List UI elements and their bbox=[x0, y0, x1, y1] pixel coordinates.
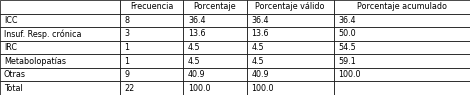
Bar bbox=[183, 0, 247, 14]
Bar bbox=[247, 81, 334, 95]
Text: ICC: ICC bbox=[4, 16, 17, 25]
Text: 13.6: 13.6 bbox=[251, 29, 269, 38]
Bar bbox=[183, 68, 247, 81]
Text: 59.1: 59.1 bbox=[338, 57, 356, 66]
Text: 100.0: 100.0 bbox=[338, 70, 361, 79]
Text: 1: 1 bbox=[125, 43, 130, 52]
Text: 4.5: 4.5 bbox=[188, 43, 201, 52]
Bar bbox=[247, 0, 334, 14]
Text: 4.5: 4.5 bbox=[251, 57, 264, 66]
Bar bbox=[334, 14, 470, 27]
Bar bbox=[183, 81, 247, 95]
Text: 13.6: 13.6 bbox=[188, 29, 205, 38]
Bar bbox=[120, 0, 183, 14]
Text: Metabolopatías: Metabolopatías bbox=[4, 57, 66, 66]
Text: 22: 22 bbox=[125, 84, 135, 93]
Text: 8: 8 bbox=[125, 16, 130, 25]
Text: 1: 1 bbox=[125, 57, 130, 66]
Text: 3: 3 bbox=[125, 29, 130, 38]
Bar bbox=[0, 81, 120, 95]
Text: 36.4: 36.4 bbox=[338, 16, 356, 25]
Bar bbox=[183, 41, 247, 54]
Bar bbox=[334, 54, 470, 68]
Bar bbox=[0, 27, 120, 41]
Bar bbox=[0, 41, 120, 54]
Text: Otras: Otras bbox=[4, 70, 26, 79]
Text: Porcentaje válido: Porcentaje válido bbox=[256, 2, 325, 11]
Bar bbox=[183, 54, 247, 68]
Bar bbox=[120, 68, 183, 81]
Bar bbox=[183, 27, 247, 41]
Bar bbox=[247, 68, 334, 81]
Text: 100.0: 100.0 bbox=[251, 84, 274, 93]
Text: 100.0: 100.0 bbox=[188, 84, 211, 93]
Bar bbox=[120, 27, 183, 41]
Bar bbox=[247, 27, 334, 41]
Bar bbox=[334, 68, 470, 81]
Text: Porcentaje: Porcentaje bbox=[194, 2, 236, 11]
Bar bbox=[247, 54, 334, 68]
Bar bbox=[334, 27, 470, 41]
Bar bbox=[0, 68, 120, 81]
Text: 50.0: 50.0 bbox=[338, 29, 356, 38]
Text: IRC: IRC bbox=[4, 43, 17, 52]
Bar bbox=[0, 14, 120, 27]
Bar bbox=[334, 41, 470, 54]
Bar bbox=[0, 0, 120, 14]
Bar bbox=[334, 0, 470, 14]
Bar bbox=[0, 54, 120, 68]
Text: 40.9: 40.9 bbox=[251, 70, 269, 79]
Bar bbox=[247, 41, 334, 54]
Bar bbox=[334, 81, 470, 95]
Text: 9: 9 bbox=[125, 70, 130, 79]
Text: 4.5: 4.5 bbox=[188, 57, 201, 66]
Bar bbox=[183, 14, 247, 27]
Text: 36.4: 36.4 bbox=[188, 16, 205, 25]
Bar bbox=[120, 14, 183, 27]
Text: 40.9: 40.9 bbox=[188, 70, 206, 79]
Text: Insuf. Resp. crónica: Insuf. Resp. crónica bbox=[4, 29, 81, 39]
Text: 54.5: 54.5 bbox=[338, 43, 356, 52]
Bar bbox=[247, 14, 334, 27]
Bar bbox=[120, 81, 183, 95]
Bar bbox=[120, 54, 183, 68]
Text: 36.4: 36.4 bbox=[251, 16, 269, 25]
Text: Frecuencia: Frecuencia bbox=[130, 2, 173, 11]
Text: Porcentaje acumulado: Porcentaje acumulado bbox=[357, 2, 447, 11]
Text: 4.5: 4.5 bbox=[251, 43, 264, 52]
Text: Total: Total bbox=[4, 84, 23, 93]
Bar bbox=[120, 41, 183, 54]
